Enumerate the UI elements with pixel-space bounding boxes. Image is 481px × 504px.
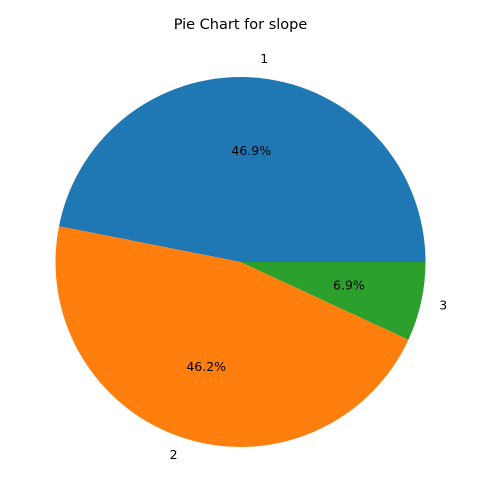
pie-labels: 46.9% 1 46.2% 2 6.9% 3	[170, 51, 448, 462]
pie-category-label-1: 1	[260, 51, 268, 66]
pie-slice-3	[240, 262, 426, 340]
pie-slice-1	[59, 77, 426, 262]
pie-category-label-3: 3	[439, 297, 447, 312]
pie-percent-label-1: 46.9%	[231, 143, 271, 158]
pie-percent-label-2: 46.2%	[186, 359, 226, 374]
pie-slice-2	[55, 226, 409, 447]
pie-percent-label-3: 6.9%	[333, 277, 365, 292]
chart-title: Pie Chart for slope	[174, 17, 308, 33]
pie-category-label-2: 2	[170, 447, 178, 462]
pie-slices	[55, 77, 426, 447]
